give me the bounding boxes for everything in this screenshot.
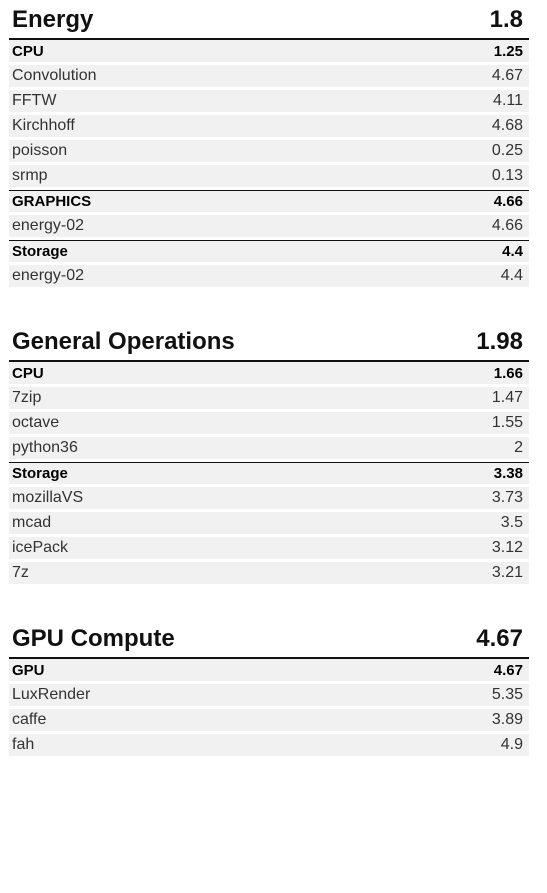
- benchmark-label: Convolution: [12, 67, 97, 84]
- benchmark-row: mozillaVS 3.73: [9, 487, 529, 510]
- section-score: 1.8: [489, 6, 523, 33]
- benchmark-label: energy-02: [12, 267, 85, 284]
- category-score: 4.67: [493, 661, 523, 679]
- benchmark-label: LuxRender: [12, 686, 91, 703]
- section-header: General Operations 1.98: [9, 322, 529, 362]
- section-title: General Operations: [12, 328, 235, 355]
- benchmark-score: 2: [514, 439, 523, 456]
- section-title: Energy: [12, 6, 94, 33]
- benchmark-row: python36 2: [9, 437, 529, 460]
- benchmark-row: octave 1.55: [9, 412, 529, 435]
- benchmark-label: srmp: [12, 167, 48, 184]
- section-score: 4.67: [476, 625, 523, 652]
- benchmark-row: energy-02 4.4: [9, 265, 529, 288]
- benchmark-row: LuxRender 5.35: [9, 684, 529, 707]
- benchmark-label: mozillaVS: [12, 489, 84, 506]
- section-header: GPU Compute 4.67: [9, 619, 529, 659]
- benchmark-row: srmp 0.13: [9, 165, 529, 188]
- benchmark-score: 4.11: [493, 92, 523, 109]
- benchmark-score: 3.12: [491, 539, 523, 556]
- section-header: Energy 1.8: [9, 0, 529, 40]
- category-row: GPU 4.67: [9, 659, 529, 682]
- benchmark-score: 3.89: [491, 711, 523, 728]
- category-score: 1.66: [493, 364, 523, 382]
- category-label: CPU: [12, 42, 44, 60]
- score-report: Energy 1.8 CPU 1.25 Convolution 4.67 FFTW 4.11 K…: [9, 0, 529, 759]
- benchmark-label: poisson: [12, 142, 68, 159]
- category-row: GRAPHICS 4.66: [9, 190, 529, 213]
- category-label: GRAPHICS: [12, 193, 92, 210]
- benchmark-score: 4.9: [500, 736, 523, 753]
- benchmark-row: 7zip 1.47: [9, 387, 529, 410]
- benchmark-row: 7z 3.21: [9, 562, 529, 585]
- benchmark-label: octave: [12, 414, 60, 431]
- benchmark-label: icePack: [12, 539, 69, 556]
- benchmark-label: 7z: [12, 564, 29, 581]
- category-score: 3.38: [493, 465, 523, 482]
- benchmark-score: 0.25: [491, 142, 523, 159]
- benchmark-score: 1.55: [491, 414, 523, 431]
- benchmark-row: FFTW 4.11: [9, 90, 529, 113]
- benchmark-score: 4.66: [491, 217, 523, 234]
- benchmark-label: 7zip: [12, 389, 42, 406]
- benchmark-row: energy-02 4.66: [9, 215, 529, 238]
- benchmark-row: poisson 0.25: [9, 140, 529, 163]
- category-label: GPU: [12, 661, 45, 679]
- benchmark-score: 1.47: [491, 389, 523, 406]
- benchmark-score: 4.67: [491, 67, 523, 84]
- category-score: 1.25: [493, 42, 523, 60]
- benchmark-row: mcad 3.5: [9, 512, 529, 535]
- category-row: CPU 1.66: [9, 362, 529, 385]
- score-section: GPU Compute 4.67 GPU 4.67 LuxRender 5.35 caffe…: [9, 619, 529, 757]
- category-label: CPU: [12, 364, 44, 382]
- benchmark-row: Kirchhoff 4.68: [9, 115, 529, 138]
- category-label: Storage: [12, 465, 68, 482]
- score-section: General Operations 1.98 CPU 1.66 7zip 1.47 oct…: [9, 322, 529, 585]
- benchmark-label: energy-02: [12, 217, 85, 234]
- benchmark-label: mcad: [12, 514, 52, 531]
- section-title: GPU Compute: [12, 625, 175, 652]
- benchmark-score: 3.21: [491, 564, 523, 581]
- category-row: CPU 1.25: [9, 40, 529, 63]
- benchmark-score: 3.73: [491, 489, 523, 506]
- benchmark-score: 3.5: [500, 514, 523, 531]
- benchmark-row: Convolution 4.67: [9, 65, 529, 88]
- benchmark-label: Kirchhoff: [12, 117, 75, 134]
- benchmark-score: 0.13: [491, 167, 523, 184]
- benchmark-score: 5.35: [491, 686, 523, 703]
- benchmark-label: fah: [12, 736, 35, 753]
- category-row: Storage 3.38: [9, 462, 529, 485]
- benchmark-row: caffe 3.89: [9, 709, 529, 732]
- benchmark-label: FFTW: [12, 92, 57, 109]
- score-section: Energy 1.8 CPU 1.25 Convolution 4.67 FFTW 4.11 K…: [9, 0, 529, 288]
- benchmark-label: caffe: [12, 711, 47, 728]
- benchmark-row: icePack 3.12: [9, 537, 529, 560]
- category-score: 4.66: [493, 193, 523, 210]
- benchmark-row: fah 4.9: [9, 734, 529, 757]
- category-score: 4.4: [502, 243, 523, 260]
- section-score: 1.98: [476, 328, 523, 355]
- category-label: Storage: [12, 243, 68, 260]
- benchmark-score: 4.68: [491, 117, 523, 134]
- benchmark-score: 4.4: [500, 267, 523, 284]
- category-row: Storage 4.4: [9, 240, 529, 263]
- benchmark-label: python36: [12, 439, 78, 456]
